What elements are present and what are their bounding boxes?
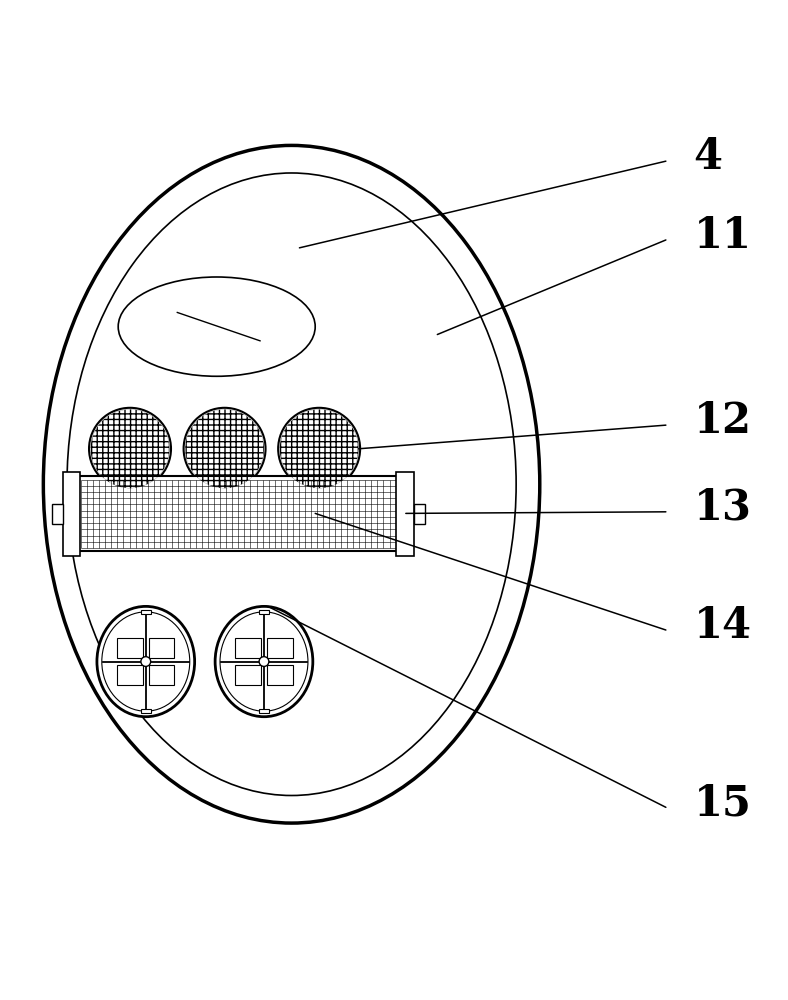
Ellipse shape [220, 612, 308, 711]
Bar [63, 472, 80, 556]
Text: 13: 13 [693, 487, 751, 529]
Circle shape [278, 408, 360, 490]
Bar [149, 638, 174, 658]
Text: 14: 14 [693, 605, 752, 647]
Bar [259, 709, 269, 713]
Bar [149, 665, 174, 685]
Bar [141, 709, 151, 713]
Ellipse shape [43, 145, 540, 823]
Ellipse shape [67, 173, 516, 796]
Bar [75, 476, 402, 551]
Text: 15: 15 [693, 782, 751, 824]
Ellipse shape [118, 277, 315, 376]
Bar [267, 638, 292, 658]
Bar [117, 638, 143, 658]
Bar [414, 504, 425, 524]
Circle shape [89, 408, 171, 490]
Ellipse shape [215, 606, 313, 717]
Ellipse shape [97, 606, 195, 717]
Ellipse shape [102, 612, 190, 711]
Circle shape [184, 408, 266, 490]
Text: 4: 4 [693, 136, 723, 178]
Text: 12: 12 [693, 400, 752, 442]
Circle shape [259, 657, 269, 666]
Bar [396, 472, 414, 556]
Bar [236, 665, 261, 685]
Bar [267, 665, 292, 685]
Bar [141, 610, 151, 614]
Text: 11: 11 [693, 215, 752, 257]
Bar [117, 665, 143, 685]
Bar [52, 504, 63, 524]
Bar [236, 638, 261, 658]
Circle shape [141, 657, 151, 666]
Bar [259, 610, 269, 614]
